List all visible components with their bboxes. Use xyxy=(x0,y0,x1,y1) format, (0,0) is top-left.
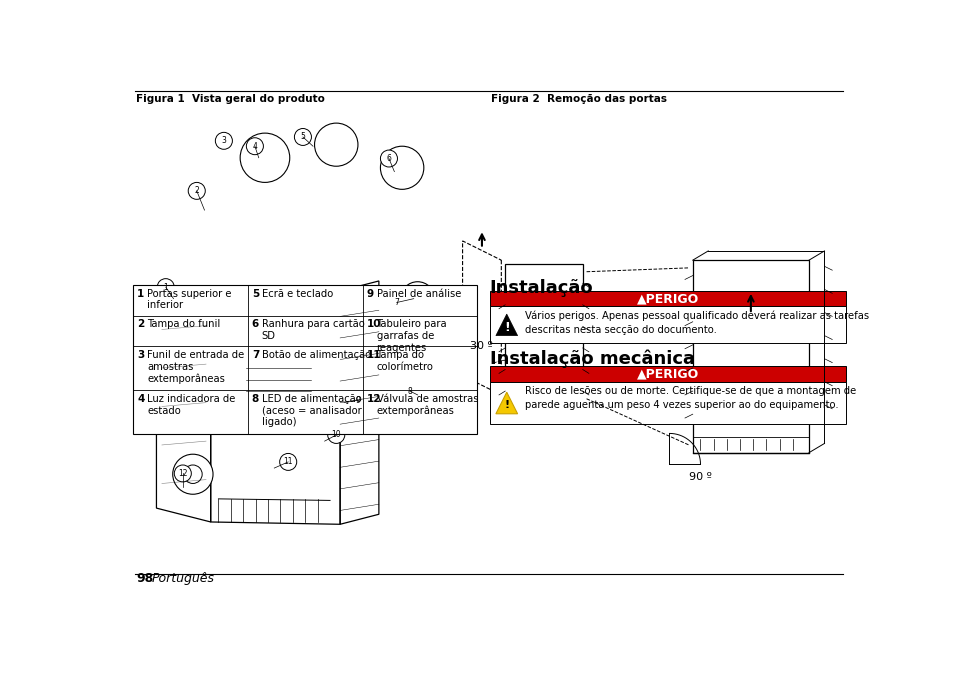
Circle shape xyxy=(174,465,192,482)
Text: Painel de análise: Painel de análise xyxy=(376,289,460,299)
Text: Portas superior e
inferior: Portas superior e inferior xyxy=(147,289,232,310)
Text: 2: 2 xyxy=(194,186,199,195)
Polygon shape xyxy=(496,314,517,336)
Text: Tampa do
colorímetro: Tampa do colorímetro xyxy=(376,350,433,372)
Circle shape xyxy=(328,427,344,444)
Circle shape xyxy=(314,123,357,166)
Text: 7: 7 xyxy=(252,350,259,360)
Circle shape xyxy=(415,390,428,404)
Text: 3: 3 xyxy=(137,350,144,360)
Bar xyxy=(489,291,845,306)
Text: 2: 2 xyxy=(137,320,144,330)
Text: Português: Português xyxy=(152,572,214,585)
Circle shape xyxy=(246,138,263,155)
Text: 7: 7 xyxy=(394,298,398,307)
Circle shape xyxy=(215,133,233,149)
Bar xyxy=(489,366,845,382)
Text: 1: 1 xyxy=(163,283,168,291)
Text: 9: 9 xyxy=(355,396,360,405)
Bar xyxy=(489,382,845,424)
Text: 5: 5 xyxy=(300,133,305,141)
Text: 4: 4 xyxy=(253,142,257,151)
Circle shape xyxy=(399,374,443,417)
Text: 10: 10 xyxy=(331,431,341,439)
Text: 6: 6 xyxy=(252,320,259,330)
Text: 30 º: 30 º xyxy=(470,341,493,351)
Text: Luz indicadora de
estado: Luz indicadora de estado xyxy=(147,394,235,416)
Text: 8: 8 xyxy=(407,386,412,396)
Text: !: ! xyxy=(503,320,509,334)
Text: Válvula de amostras
extemporâneas: Válvula de amostras extemporâneas xyxy=(376,394,477,417)
Text: ▲PERIGO: ▲PERIGO xyxy=(637,292,699,305)
Text: 10: 10 xyxy=(366,320,380,330)
Circle shape xyxy=(294,129,311,145)
Text: 9: 9 xyxy=(366,289,374,299)
Text: 3: 3 xyxy=(221,137,226,145)
Circle shape xyxy=(188,182,205,199)
Circle shape xyxy=(400,282,435,316)
Text: ▲PERIGO: ▲PERIGO xyxy=(637,367,699,381)
Text: Instalação mecânica: Instalação mecânica xyxy=(489,349,694,368)
Text: Figura 2  Remoção das portas: Figura 2 Remoção das portas xyxy=(491,94,666,104)
Text: LED de alimentação
(aceso = analisador
ligado): LED de alimentação (aceso = analisador l… xyxy=(261,394,361,427)
Text: 11: 11 xyxy=(283,458,293,466)
Circle shape xyxy=(279,454,296,470)
Text: 5: 5 xyxy=(252,289,259,299)
Circle shape xyxy=(172,454,213,494)
Text: Ranhura para cartão
SD: Ranhura para cartão SD xyxy=(261,320,364,341)
Text: Botão de alimentação: Botão de alimentação xyxy=(261,350,371,360)
Text: Tabuleiro para
garrafas de
reagentes: Tabuleiro para garrafas de reagentes xyxy=(376,320,447,353)
Circle shape xyxy=(401,382,418,400)
Text: 11: 11 xyxy=(366,350,380,360)
Text: Funil de entrada de
amostras
extemporâneas: Funil de entrada de amostras extemporâne… xyxy=(147,350,244,384)
Text: 90 º: 90 º xyxy=(688,472,711,482)
Text: Risco de lesões ou de morte. Certifique-se de que a montagem de
parede aguenta u: Risco de lesões ou de morte. Certifique-… xyxy=(524,386,855,410)
Text: Tampa do funil: Tampa do funil xyxy=(147,320,220,330)
Text: !: ! xyxy=(503,400,509,411)
Circle shape xyxy=(349,392,366,409)
Circle shape xyxy=(380,150,397,167)
Text: 4: 4 xyxy=(137,394,144,404)
Bar xyxy=(517,291,546,326)
Bar xyxy=(133,285,476,434)
Text: 1: 1 xyxy=(137,289,144,299)
Circle shape xyxy=(380,146,423,189)
Text: 98: 98 xyxy=(136,572,153,585)
Text: Ecrã e teclado: Ecrã e teclado xyxy=(261,289,333,299)
Circle shape xyxy=(380,402,393,414)
Circle shape xyxy=(388,294,405,311)
Polygon shape xyxy=(496,392,517,414)
Text: Instalação: Instalação xyxy=(489,279,593,297)
Text: 12: 12 xyxy=(366,394,380,404)
Bar xyxy=(489,306,845,343)
Text: 12: 12 xyxy=(178,469,188,478)
Circle shape xyxy=(240,133,290,182)
Text: 6: 6 xyxy=(386,154,391,163)
Text: 8: 8 xyxy=(252,394,259,404)
Text: Vários perigos. Apenas pessoal qualificado deverá realizar as tarefas
descritas : Vários perigos. Apenas pessoal qualifica… xyxy=(524,311,868,334)
Circle shape xyxy=(157,279,174,295)
Text: Figura 1  Vista geral do produto: Figura 1 Vista geral do produto xyxy=(136,94,325,104)
